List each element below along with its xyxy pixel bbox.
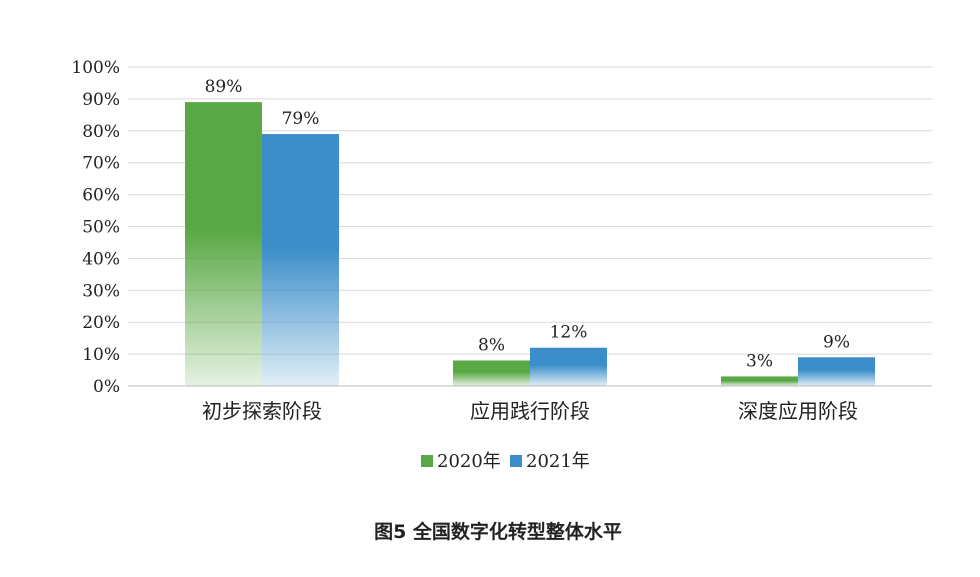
data-label: 79%	[282, 109, 320, 129]
data-label: 12%	[550, 323, 588, 343]
y-tick-label: 50%	[82, 218, 120, 238]
bar-2021	[262, 133, 339, 386]
y-axis: 0% 10% 20% 30% 40% 50% 60% 70% 80% 90% 100%	[71, 58, 120, 397]
y-tick-label: 40%	[82, 249, 120, 269]
y-tick-label: 30%	[82, 281, 120, 301]
bar-2021	[798, 357, 875, 386]
data-label: 89%	[205, 77, 243, 97]
legend: 2020年 2021年	[421, 451, 590, 472]
legend-label: 2020年	[437, 451, 501, 472]
bar-2020	[453, 360, 530, 386]
data-label: 8%	[478, 335, 505, 355]
y-tick-label: 10%	[82, 345, 120, 365]
data-labels: 89% 79% 8% 12% 3% 9%	[205, 77, 850, 371]
bars	[185, 102, 875, 386]
bar-2020	[721, 376, 798, 386]
chart-caption: 图5 全国数字化转型整体水平	[374, 520, 622, 543]
category-label: 应用践行阶段	[470, 399, 590, 423]
category-label: 初步探索阶段	[202, 399, 322, 423]
legend-label: 2021年	[526, 451, 590, 472]
category-label: 深度应用阶段	[738, 399, 858, 423]
y-tick-label: 0%	[93, 377, 120, 397]
bar-2021	[530, 347, 607, 386]
y-tick-label: 60%	[82, 186, 120, 206]
data-label: 3%	[746, 351, 773, 371]
y-tick-label: 70%	[82, 154, 120, 174]
legend-swatch	[421, 455, 433, 467]
y-tick-label: 100%	[71, 58, 120, 78]
x-axis: 初步探索阶段 应用践行阶段 深度应用阶段	[202, 399, 858, 423]
bar-2020	[185, 102, 262, 386]
y-tick-label: 90%	[82, 90, 120, 110]
legend-swatch	[510, 455, 522, 467]
data-label: 9%	[823, 332, 850, 352]
y-tick-label: 80%	[82, 122, 120, 142]
y-tick-label: 20%	[82, 313, 120, 333]
